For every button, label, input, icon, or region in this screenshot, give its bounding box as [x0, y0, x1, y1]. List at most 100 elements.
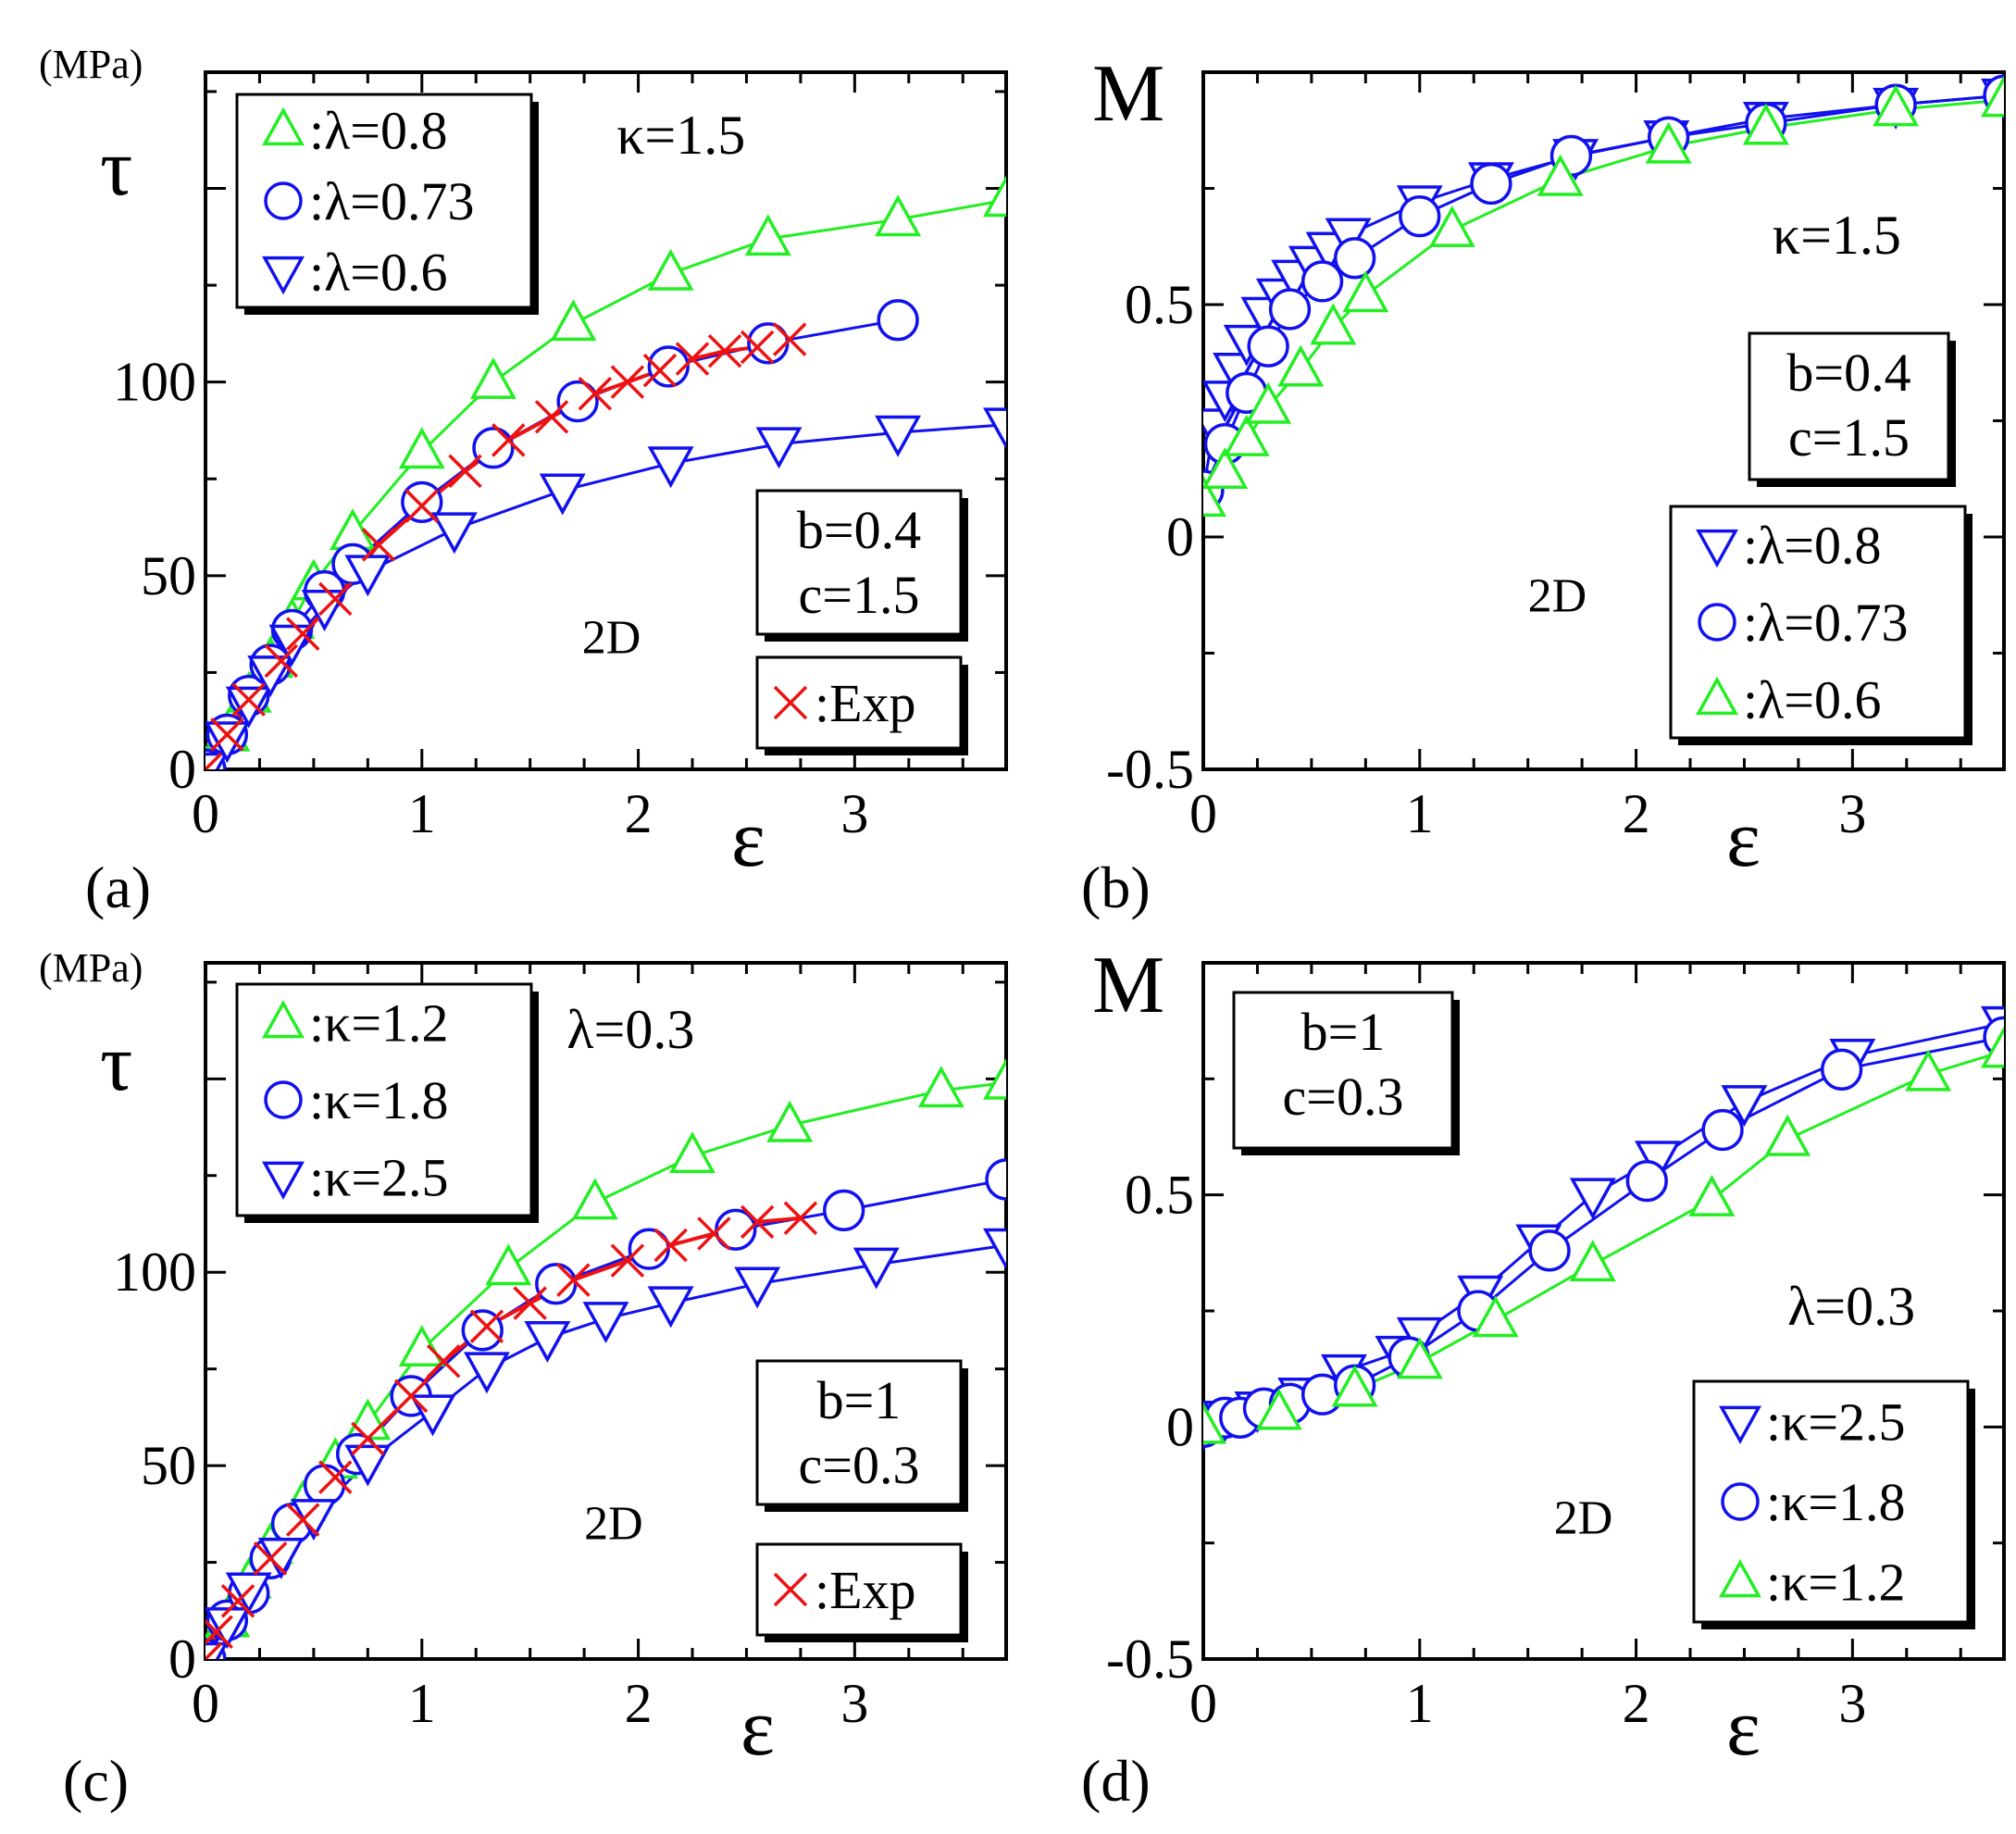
legend-marker	[1719, 1559, 1761, 1598]
data-point	[492, 423, 526, 457]
legend-label: :λ=0.73	[309, 171, 474, 231]
data-point	[463, 1352, 510, 1394]
x-tick-label: 0	[1189, 783, 1217, 844]
legend-label: :κ=1.2	[1766, 1553, 1906, 1613]
data-point	[247, 655, 294, 698]
annotation: 2D	[582, 612, 641, 665]
data-point	[783, 1201, 818, 1235]
data-point	[647, 1286, 694, 1329]
x-axis-label: ε	[740, 1683, 775, 1773]
data-point	[571, 1178, 618, 1220]
data-point	[401, 480, 443, 523]
data-point	[430, 512, 478, 555]
data-point	[513, 1286, 547, 1320]
legend-marker	[1721, 1482, 1760, 1521]
annotation: λ=0.3	[1787, 1276, 1915, 1337]
legend-marker	[264, 181, 303, 220]
data-point	[344, 1444, 392, 1487]
x-tick-label: 0	[192, 1673, 219, 1734]
data-point	[1396, 1337, 1443, 1379]
data-point	[1470, 162, 1512, 206]
annotation: κ=1.5	[616, 105, 745, 166]
data-point	[285, 1503, 320, 1537]
data-point	[823, 1189, 865, 1232]
panel-label: (d)	[1081, 1748, 1151, 1814]
legend-marker	[1696, 676, 1738, 716]
data-point	[1981, 75, 2004, 118]
x-tick-label: 0	[192, 783, 219, 844]
x-tick-label: 2	[1623, 783, 1650, 844]
param-box	[1748, 331, 1950, 481]
data-point	[610, 1243, 645, 1278]
data-point	[772, 322, 807, 356]
data-point	[744, 214, 791, 256]
legend-marker	[264, 1080, 303, 1119]
data-layer	[205, 1057, 1006, 1659]
data-point	[303, 1464, 346, 1506]
data-point	[1255, 1388, 1302, 1430]
data-layer	[1203, 1005, 2004, 1453]
data-point	[1277, 344, 1325, 387]
data-point	[1981, 1026, 2004, 1068]
data-point	[1203, 447, 1249, 489]
data-point	[697, 1216, 731, 1251]
data-point	[1203, 1402, 1226, 1444]
data-point	[582, 1302, 629, 1344]
x-tick-label: 1	[1406, 783, 1434, 844]
data-point	[469, 1309, 504, 1343]
data-point	[578, 376, 613, 411]
legend-label: :λ=0.73	[1743, 593, 1908, 653]
data-point	[1399, 194, 1441, 238]
unit-label: (MPa)	[39, 42, 143, 87]
data-point	[647, 446, 694, 489]
data-point	[344, 1398, 392, 1441]
data-point	[398, 427, 445, 469]
x-axis-label: ε	[731, 794, 765, 884]
annotation: 2D	[1528, 569, 1587, 622]
annotation: κ=1.5	[1773, 205, 1901, 266]
data-point	[205, 752, 223, 769]
panel-2: 0 1 2 3 0 50 100 τ ε (c) (MPa) λ=0.3 2D:κ=1.2:κ=1.8:…	[39, 945, 1008, 1814]
x-axis-label: ε	[1726, 1683, 1761, 1773]
param-text: b=1	[817, 1370, 902, 1430]
param-text: c=0.3	[799, 1435, 920, 1495]
data-point	[877, 299, 919, 342]
data-point	[469, 356, 516, 399]
data-point	[983, 407, 1006, 450]
plot-frame	[204, 961, 1008, 1661]
data-point	[318, 1460, 353, 1494]
param-text: b=0.4	[1786, 343, 1910, 403]
legend-marker	[262, 1161, 305, 1200]
annotation: 2D	[584, 1497, 643, 1550]
data-point	[1528, 1229, 1571, 1272]
annotation: 2D	[1554, 1492, 1613, 1545]
data-point	[1569, 1240, 1616, 1282]
data-point	[1625, 1159, 1668, 1203]
data-point	[485, 1243, 532, 1286]
x-tick-label: 2	[625, 1673, 653, 1734]
panel-label: (a)	[85, 855, 151, 920]
data-point	[875, 194, 922, 237]
data-point	[610, 365, 645, 399]
legend-label: :λ=0.8	[309, 100, 447, 160]
data-point	[253, 1541, 288, 1576]
y-tick-label: -0.5	[1106, 1628, 1194, 1690]
data-point	[351, 1421, 385, 1456]
data-point	[766, 1100, 814, 1142]
data-point	[917, 1066, 964, 1108]
param-text: b=1	[1301, 1002, 1386, 1062]
data-point	[983, 1228, 1006, 1270]
x-tick-label: 2	[1623, 1673, 1650, 1734]
data-point	[1342, 270, 1389, 313]
data-point	[393, 1379, 429, 1414]
x-tick-label: 1	[408, 1673, 436, 1734]
data-point	[264, 643, 299, 679]
legend-label: :κ=1.8	[309, 1070, 449, 1130]
data-point	[1537, 154, 1584, 196]
y-tick-label: 0.5	[1125, 1165, 1194, 1226]
y-tick-label: -0.5	[1106, 739, 1194, 800]
data-point	[647, 345, 690, 388]
data-point	[225, 686, 272, 729]
param-text: c=1.5	[1788, 407, 1910, 468]
data-point	[1310, 303, 1357, 345]
